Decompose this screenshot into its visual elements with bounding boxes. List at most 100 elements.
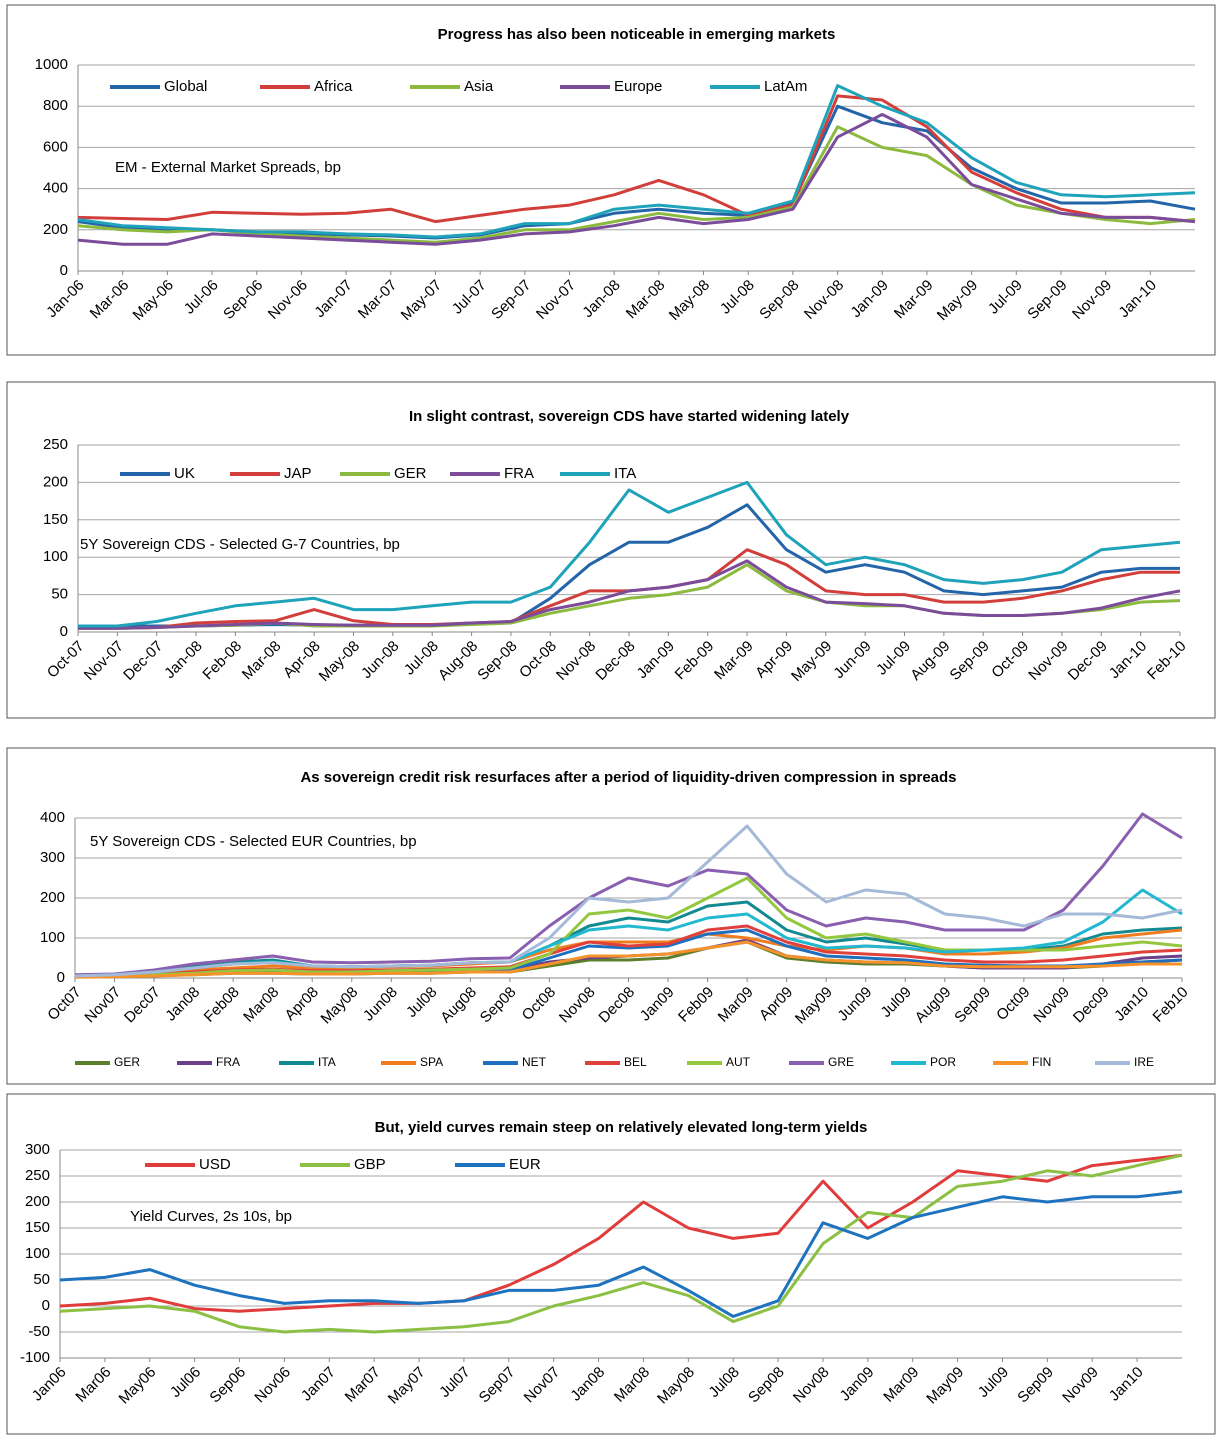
x-tick-label: Mar-09 (891, 277, 937, 323)
x-tick-label: Oct-07 (44, 638, 88, 682)
y-tick-label: 100 (25, 1245, 50, 1262)
x-tick-label: Feb-08 (199, 638, 245, 684)
legend-label: UK (174, 465, 195, 482)
legend-label: GRE (828, 1055, 854, 1069)
x-tick-label: Mar-06 (87, 277, 133, 323)
x-tick-label: Feb09 (675, 984, 717, 1026)
y-tick-label: 200 (25, 1193, 50, 1210)
annotation: Yield Curves, 2s 10s, bp (130, 1208, 292, 1225)
legend-label: POR (930, 1055, 956, 1069)
x-tick-label: Nov-07 (533, 277, 579, 323)
y-tick-label: 600 (43, 138, 68, 155)
x-tick-label: Jul08 (403, 984, 440, 1021)
series-line (78, 563, 1181, 630)
y-tick-label: 150 (25, 1219, 50, 1236)
x-tick-label: Nov08 (790, 1364, 833, 1407)
y-tick-label: 300 (40, 849, 65, 866)
x-tick-label: May08 (654, 1364, 698, 1408)
series-line (59, 1190, 1183, 1318)
x-tick-label: May07 (385, 1364, 429, 1408)
x-tick-label: Dec09 (1070, 984, 1113, 1027)
x-tick-label: Jan-10 (1106, 638, 1150, 682)
x-tick-label: May09 (792, 984, 836, 1028)
x-tick-label: Nov-09 (1025, 638, 1071, 684)
x-tick-label: Jul-09 (985, 277, 1026, 318)
legend-label: AUT (726, 1055, 751, 1069)
x-tick-label: May-08 (316, 638, 363, 685)
series-line (74, 824, 1183, 978)
x-tick-label: Jun08 (360, 984, 401, 1025)
series-line (78, 559, 1181, 630)
y-tick-label: 200 (40, 889, 65, 906)
series-line (59, 1153, 1183, 1334)
x-tick-label: Nov-06 (265, 277, 311, 323)
x-tick-label: Sep-08 (756, 277, 802, 323)
panel-frame (6, 1093, 1216, 1435)
x-tick-label: Sep-09 (1024, 277, 1070, 323)
x-tick-label: Oct08 (519, 984, 559, 1024)
series-line (77, 125, 1196, 244)
x-tick-label: May06 (116, 1364, 160, 1408)
legend-label: EUR (509, 1156, 541, 1173)
x-tick-label: Dec08 (595, 984, 638, 1027)
x-tick-label: Jan-09 (847, 277, 891, 321)
series-line (59, 1153, 1183, 1313)
legend-label: Global (164, 78, 207, 95)
y-tick-label: 200 (43, 221, 68, 238)
x-tick-label: Jan08 (162, 984, 203, 1025)
panel-frame (6, 381, 1216, 719)
x-tick-label: Jan09 (837, 1364, 878, 1405)
x-tick-label: Sep-07 (488, 277, 534, 323)
x-tick-label: Jan-08 (161, 638, 205, 682)
x-tick-label: Aug09 (912, 984, 955, 1027)
x-tick-label: Nov08 (556, 984, 599, 1027)
x-tick-label: Jan09 (637, 984, 678, 1025)
x-tick-label: Jul-07 (449, 277, 490, 318)
x-tick-label: Feb10 (1150, 984, 1192, 1026)
x-tick-label: Sep-09 (947, 638, 993, 684)
x-tick-label: May-06 (130, 277, 177, 324)
y-tick-label: -50 (28, 1323, 50, 1340)
x-tick-label: Aug-09 (907, 638, 953, 684)
x-tick-label: Nov09 (1030, 984, 1073, 1027)
x-tick-label: Sep09 (951, 984, 994, 1027)
y-tick-label: 150 (43, 511, 68, 528)
x-tick-label: Feb-10 (1144, 638, 1190, 684)
legend-label: FRA (504, 465, 534, 482)
x-tick-label: Dec-07 (120, 638, 166, 684)
x-tick-label: Jun09 (834, 984, 875, 1025)
x-tick-label: Dec-09 (1065, 638, 1111, 684)
y-tick-label: 50 (51, 586, 68, 603)
y-tick-label: 0 (60, 623, 68, 640)
y-tick-label: 100 (43, 548, 68, 565)
x-tick-label: Dec07 (121, 984, 164, 1027)
x-tick-label: Feb08 (201, 984, 243, 1026)
x-tick-label: May-09 (788, 638, 835, 685)
chart-title: As sovereign credit risk resurfaces afte… (300, 769, 956, 786)
x-tick-label: Feb-09 (672, 638, 718, 684)
x-tick-label: Jul06 (167, 1364, 204, 1401)
x-tick-label: Jan10 (1111, 984, 1152, 1025)
x-tick-label: Nov06 (251, 1364, 294, 1407)
chart-title: In slight contrast, sovereign CDS have s… (409, 408, 850, 425)
x-tick-label: Jul08 (705, 1364, 742, 1401)
legend-label: FRA (216, 1055, 240, 1069)
x-tick-label: Mar06 (72, 1364, 114, 1406)
y-tick-label: 400 (43, 180, 68, 197)
x-tick-label: Oct09 (993, 984, 1033, 1024)
x-tick-label: Mar07 (342, 1364, 384, 1406)
legend-label: ITA (318, 1055, 336, 1069)
x-tick-label: Mar-07 (355, 277, 401, 323)
x-tick-label: Nov-09 (1069, 277, 1115, 323)
x-tick-label: Jan10 (1106, 1364, 1147, 1405)
x-tick-label: Oct07 (44, 984, 84, 1024)
series-line (77, 94, 1196, 224)
x-tick-label: Mar-09 (711, 638, 757, 684)
x-tick-label: Jul09 (878, 984, 915, 1021)
series-line (74, 928, 1183, 979)
legend-label: GER (394, 465, 427, 482)
x-tick-label: May08 (318, 984, 362, 1028)
legend-label: JAP (284, 465, 312, 482)
annotation: 5Y Sovereign CDS - Selected G-7 Countrie… (80, 536, 400, 553)
